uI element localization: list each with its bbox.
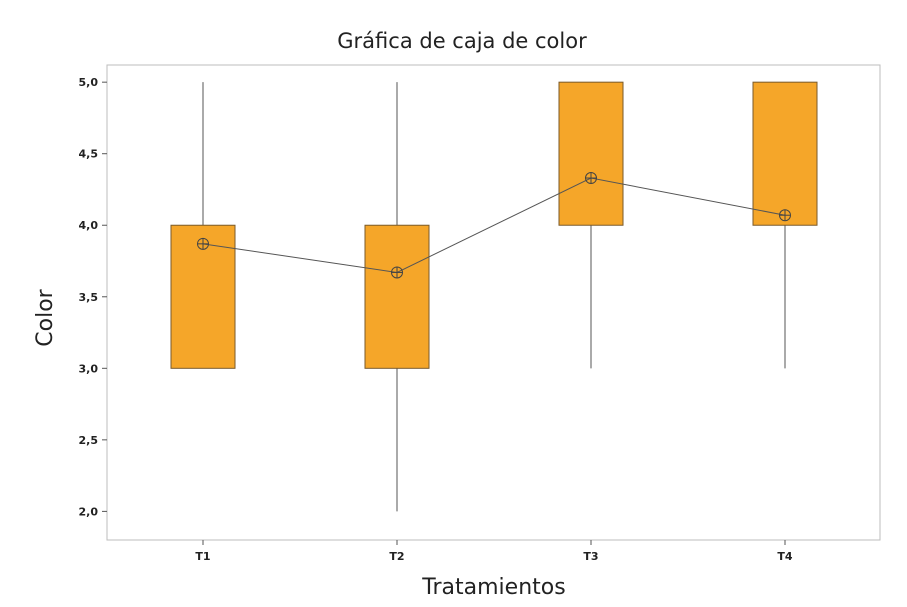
means-layer bbox=[197, 172, 791, 279]
y-tick-label: 5,0 bbox=[79, 76, 99, 89]
y-tick-label: 4,5 bbox=[79, 148, 99, 161]
y-tick-label: 2,5 bbox=[79, 434, 99, 447]
iqr-box bbox=[364, 224, 430, 369]
mean-marker-t3 bbox=[585, 172, 597, 185]
mean-marker-t4 bbox=[779, 209, 791, 222]
chart-title: Gráfica de caja de color bbox=[337, 29, 587, 53]
mean-marker-t1 bbox=[197, 237, 209, 250]
x-tick-label: T2 bbox=[389, 550, 404, 563]
mean-marker-t2 bbox=[391, 266, 403, 279]
mean-connect-line bbox=[202, 177, 786, 273]
iqr-box bbox=[752, 81, 818, 226]
x-axis: T1 T2 T3 T4 bbox=[195, 540, 793, 563]
box-t3 bbox=[558, 81, 624, 369]
y-tick-label: 4,0 bbox=[79, 219, 99, 232]
box-t4 bbox=[752, 81, 818, 369]
y-axis: 2,0 2,5 3,0 3,5 4,0 4,5 5,0 bbox=[79, 76, 107, 518]
plot-area-frame bbox=[106, 64, 881, 541]
x-tick-label: T1 bbox=[195, 550, 210, 563]
y-axis-title: Color bbox=[33, 288, 58, 346]
y-tick-label: 3,0 bbox=[79, 362, 99, 375]
x-axis-title: Tratamientos bbox=[421, 575, 565, 600]
box-t2 bbox=[364, 82, 430, 512]
x-tick-label: T4 bbox=[777, 550, 793, 563]
y-tick-label: 2,0 bbox=[79, 505, 99, 518]
y-tick-label: 3,5 bbox=[79, 291, 99, 304]
iqr-box bbox=[558, 81, 624, 226]
x-tick-label: T3 bbox=[583, 550, 598, 563]
